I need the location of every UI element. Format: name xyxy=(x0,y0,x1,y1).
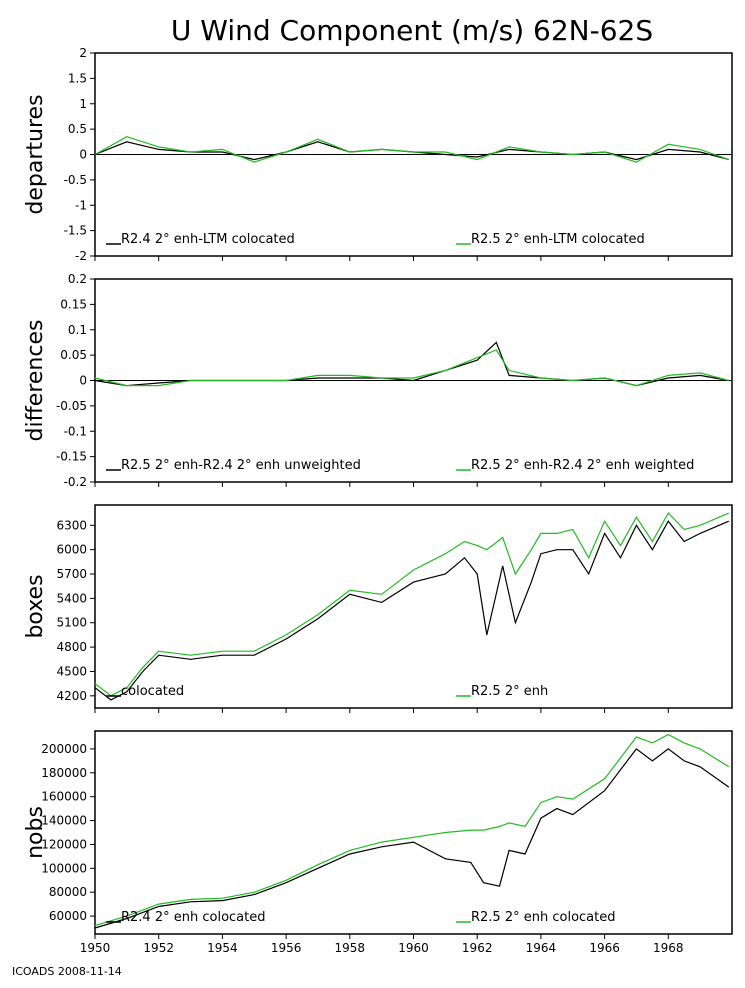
series-line-green xyxy=(94,136,730,163)
panel-departures: -2 -1.5 -1 -0.5 0 0.5 1 1.5 2 departures R2.4 2° e… xyxy=(23,46,733,263)
legend-entry: R2.4 2° enh-LTM colocated xyxy=(121,232,295,247)
panel-nobs: 60000 80000 100000 120000 140000 160000 180000… xyxy=(23,730,733,939)
y-tick-label: 1.5 xyxy=(68,71,87,85)
x-tick-label: 1950 xyxy=(80,941,111,955)
series-line-black xyxy=(94,748,730,929)
x-tick-label: 1960 xyxy=(398,941,429,955)
y-tick-label: 5400 xyxy=(56,591,87,605)
legend-entry: R2.5 2° enh colocated xyxy=(471,910,615,925)
y-tick-label: 140000 xyxy=(41,814,87,828)
y-tick-label: 200000 xyxy=(41,742,87,756)
x-tick-label: 1962 xyxy=(462,941,493,955)
y-tick-label: -0.05 xyxy=(56,399,87,413)
y-tick-label: 2 xyxy=(79,46,87,60)
y-tick-label: 5700 xyxy=(56,567,87,581)
y-tick-label: 1 xyxy=(79,97,87,111)
y-axis-label: departures xyxy=(23,94,48,214)
y-tick-label: 0.5 xyxy=(68,122,87,136)
series-line-black xyxy=(94,520,730,701)
y-tick-label: -2 xyxy=(75,249,87,263)
y-tick-label: -1.5 xyxy=(64,224,87,238)
y-tick-label: 80000 xyxy=(49,885,87,899)
x-tick-label: 1958 xyxy=(335,941,366,955)
panel-boxes: 4200 4500 4800 5100 5400 5700 6000 6300 boxes col… xyxy=(23,504,733,713)
y-tick-label: -0.15 xyxy=(56,450,87,464)
x-tick-label: 1964 xyxy=(526,941,557,955)
legend-entry: R2.5 2° enh xyxy=(471,684,548,699)
y-tick-label: -0.2 xyxy=(64,475,87,489)
series-line-green xyxy=(94,349,729,387)
y-tick-label: 5100 xyxy=(56,616,87,630)
plot-frame xyxy=(94,504,733,709)
y-tick-label: 0 xyxy=(79,374,87,388)
legend-entry: colocated xyxy=(121,684,184,699)
panel-differences: -0.2 -0.15 -0.1 -0.05 0 0.05 0.1 0.15 0.2 differe… xyxy=(23,272,733,489)
legend-entry: R2.5 2° enh-R2.4 2° enh weighted xyxy=(471,458,694,473)
y-axis-label: nobs xyxy=(23,806,48,859)
x-tick-label: 1952 xyxy=(143,941,174,955)
y-axis-label: boxes xyxy=(23,574,48,638)
y-tick-label: 0 xyxy=(79,148,87,162)
x-tick-label: 1968 xyxy=(653,941,684,955)
y-tick-label: 4800 xyxy=(56,640,87,654)
y-axis-label: differences xyxy=(23,320,48,442)
x-tick-label: 1956 xyxy=(271,941,302,955)
y-tick-label: -0.1 xyxy=(64,424,87,438)
y-tick-label: 100000 xyxy=(41,861,87,875)
series-line-green xyxy=(94,512,730,697)
y-tick-label: 6000 xyxy=(56,543,87,557)
series-line-green xyxy=(94,733,730,927)
y-tick-label: 180000 xyxy=(41,766,87,780)
series-line-black xyxy=(94,341,729,387)
y-tick-label: 0.2 xyxy=(68,272,87,286)
plot-frame xyxy=(94,730,733,935)
y-tick-label: 60000 xyxy=(49,909,87,923)
legend-entry: R2.5 2° enh-R2.4 2° enh unweighted xyxy=(121,458,361,473)
y-tick-label: -1 xyxy=(75,198,87,212)
series-line-black xyxy=(94,141,729,161)
y-tick-label: -0.5 xyxy=(64,173,87,187)
y-tick-label: 120000 xyxy=(41,837,87,851)
x-tick-label: 1954 xyxy=(207,941,238,955)
x-tick-label: 1966 xyxy=(589,941,620,955)
footer-credit: ICOADS 2008-11-14 xyxy=(12,965,122,978)
y-tick-label: 160000 xyxy=(41,790,87,804)
y-tick-label: 6300 xyxy=(56,518,87,532)
y-tick-label: 0.15 xyxy=(60,297,87,311)
legend-entry: R2.5 2° enh-LTM colocated xyxy=(471,232,645,247)
y-tick-label: 4200 xyxy=(56,689,87,703)
y-tick-label: 0.05 xyxy=(60,348,87,362)
y-tick-label: 0.1 xyxy=(68,323,87,337)
y-tick-label: 4500 xyxy=(56,664,87,678)
legend-entry: R2.4 2° enh colocated xyxy=(121,910,265,925)
chart-title: U Wind Component (m/s) 62N-62S xyxy=(171,14,653,47)
